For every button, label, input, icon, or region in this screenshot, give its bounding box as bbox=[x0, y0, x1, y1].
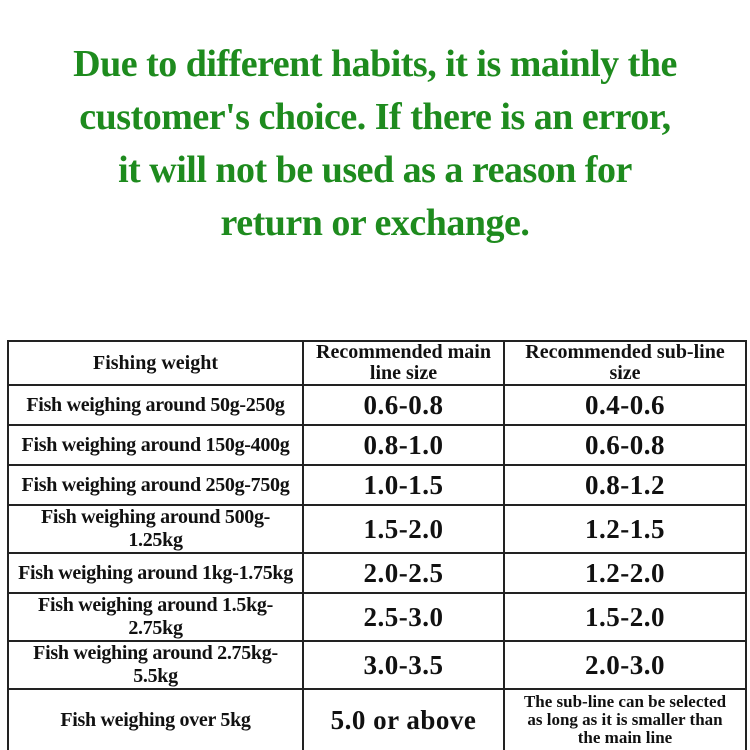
col-header-fishing-weight: Fishing weight bbox=[7, 340, 304, 386]
table-row: Fish weighing around 500g-1.25kg 1.5-2.0… bbox=[7, 504, 747, 554]
table-row: Fish weighing around 2.75kg-5.5kg 3.0-3.… bbox=[7, 640, 747, 690]
cell-fishing-weight: Fish weighing around 250g-750g bbox=[7, 464, 304, 506]
col-header-main-line-size: Recommended main line size bbox=[302, 340, 505, 386]
table-row: Fish weighing over 5kg 5.0 or above The … bbox=[7, 688, 747, 750]
col-header-sub-line-size: Recommended sub-line size bbox=[503, 340, 747, 386]
table-header-row: Fishing weight Recommended main line siz… bbox=[7, 340, 747, 386]
cell-sub-line-size: 0.4-0.6 bbox=[503, 384, 747, 426]
cell-main-line-size: 0.6-0.8 bbox=[302, 384, 505, 426]
cell-fishing-weight: Fish weighing around 50g-250g bbox=[7, 384, 304, 426]
cell-main-line-size: 0.8-1.0 bbox=[302, 424, 505, 466]
table-row: Fish weighing around 50g-250g 0.6-0.8 0.… bbox=[7, 384, 747, 426]
notice-line-4: return or exchange. bbox=[220, 202, 530, 244]
cell-fishing-weight: Fish weighing around 150g-400g bbox=[7, 424, 304, 466]
table-row: Fish weighing around 250g-750g 1.0-1.5 0… bbox=[7, 464, 747, 506]
cell-main-line-size: 1.5-2.0 bbox=[302, 504, 505, 554]
cell-sub-line-size: 1.2-1.5 bbox=[503, 504, 747, 554]
table-row: Fish weighing around 150g-400g 0.8-1.0 0… bbox=[7, 424, 747, 466]
line-size-table: Fishing weight Recommended main line siz… bbox=[7, 340, 747, 750]
cell-fishing-weight: Fish weighing over 5kg bbox=[7, 688, 304, 750]
notice-line-2: customer's choice. If there is an error, bbox=[79, 96, 671, 138]
cell-main-line-size: 1.0-1.5 bbox=[302, 464, 505, 506]
cell-main-line-size: 2.0-2.5 bbox=[302, 552, 505, 594]
cell-fishing-weight: Fish weighing around 1.5kg-2.75kg bbox=[7, 592, 304, 642]
notice-line-3: it will not be used as a reason for bbox=[118, 149, 632, 191]
table-row: Fish weighing around 1.5kg-2.75kg 2.5-3.… bbox=[7, 592, 747, 642]
notice-line-1: Due to different habits, it is mainly th… bbox=[73, 43, 677, 85]
cell-sub-line-size: 2.0-3.0 bbox=[503, 640, 747, 690]
notice-text: Due to different habits, it is mainly th… bbox=[0, 38, 750, 250]
cell-sub-line-size: 0.8-1.2 bbox=[503, 464, 747, 506]
cell-main-line-size: 2.5-3.0 bbox=[302, 592, 505, 642]
cell-main-line-size: 5.0 or above bbox=[302, 688, 505, 750]
cell-fishing-weight: Fish weighing around 1kg-1.75kg bbox=[7, 552, 304, 594]
cell-sub-line-size: 1.5-2.0 bbox=[503, 592, 747, 642]
cell-main-line-size: 3.0-3.5 bbox=[302, 640, 505, 690]
table-row: Fish weighing around 1kg-1.75kg 2.0-2.5 … bbox=[7, 552, 747, 594]
cell-fishing-weight: Fish weighing around 2.75kg-5.5kg bbox=[7, 640, 304, 690]
cell-sub-line-size: The sub-line can be selected as long as … bbox=[503, 688, 747, 750]
cell-sub-line-size: 0.6-0.8 bbox=[503, 424, 747, 466]
cell-sub-line-size: 1.2-2.0 bbox=[503, 552, 747, 594]
cell-fishing-weight: Fish weighing around 500g-1.25kg bbox=[7, 504, 304, 554]
